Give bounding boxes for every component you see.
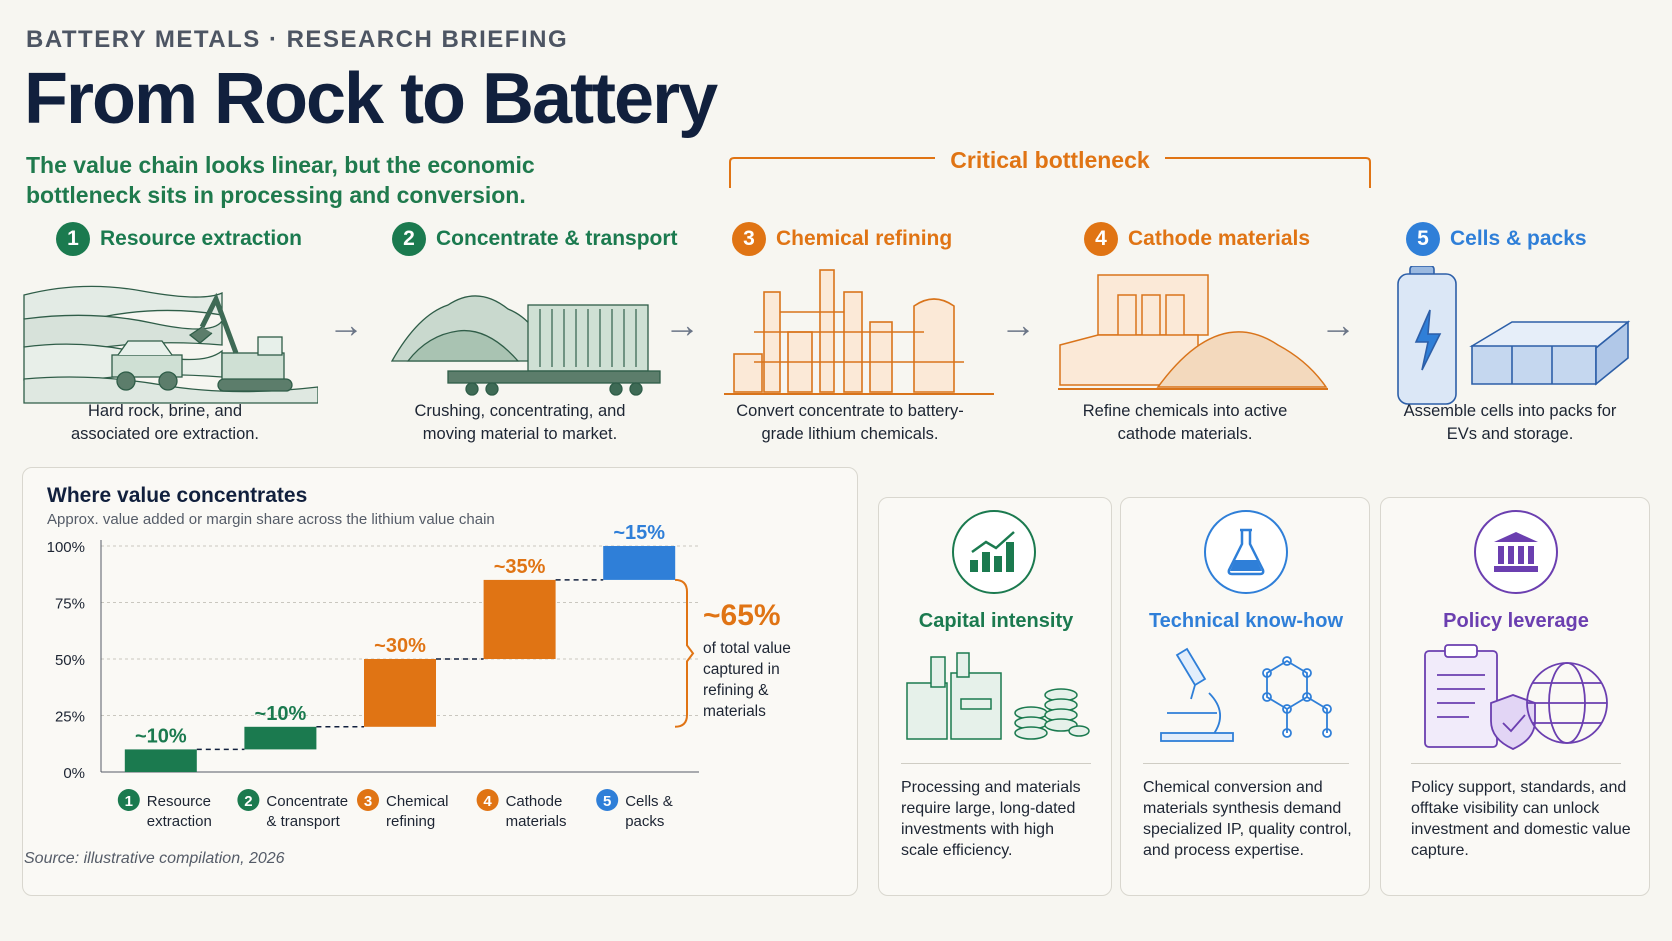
annotation-value: ~65%	[703, 599, 781, 632]
y-tick-label: 100%	[47, 539, 85, 556]
bar	[124, 749, 197, 772]
bar	[483, 579, 556, 659]
waterfall-chart: 0% 25% 50% 75% 100% ~10% 1 Resource extraction ~1…	[47, 522, 791, 830]
category-number: 1	[125, 793, 133, 810]
stage-3-number: 3	[732, 222, 766, 256]
divider	[901, 763, 1091, 764]
arrow-right-icon: →	[1000, 304, 1036, 345]
y-tick-label: 0%	[63, 765, 85, 782]
stage-2-heading: 2 Concentrate & transport	[392, 222, 678, 256]
chart-panel: Where value concentrates Approx. value a…	[22, 467, 858, 896]
page-title: From Rock to Battery	[24, 59, 718, 139]
annotation-bracket	[674, 578, 695, 728]
category-number-badge	[117, 789, 140, 811]
ore-container-icon	[390, 295, 661, 396]
bar	[364, 659, 436, 727]
stage-1-title: Resource extraction	[100, 227, 302, 250]
category-number-badge	[357, 789, 379, 811]
card-capital-intensity: Capital intensity Processing and materia…	[878, 497, 1112, 896]
category-number-badge	[596, 789, 619, 811]
stage-1-description: Hard rock, brine, and associated ore ext…	[70, 402, 260, 443]
arrow-right-icon: →	[328, 304, 364, 345]
category-label: Cells &	[625, 793, 673, 810]
policy-shield-globe-icon	[1424, 644, 1608, 750]
stage-4-title: Cathode materials	[1128, 227, 1311, 250]
y-tick-label: 50%	[55, 652, 85, 669]
card-description: Processing and materials require large, …	[901, 779, 1081, 859]
y-tick-label: 75%	[55, 596, 85, 613]
category-label: refining	[386, 813, 435, 830]
stage-2-description: Crushing, concentrating, and moving mate…	[414, 402, 626, 443]
data-label: ~10%	[135, 725, 187, 747]
category-number: 4	[483, 793, 492, 810]
stage-3-title: Chemical refining	[776, 227, 953, 250]
stage-5-description: Assemble cells into packs for EVs and st…	[1403, 402, 1617, 443]
card-description: Policy support, standards, and offtake v…	[1411, 779, 1631, 859]
chart-title: Where value concentrates	[47, 484, 308, 507]
y-tick-label: 25%	[55, 709, 85, 726]
stage-4-number: 4	[1084, 222, 1118, 256]
category-label: Chemical	[386, 793, 449, 810]
arrow-right-icon: →	[1320, 304, 1356, 345]
factory-coins-icon	[906, 652, 1090, 740]
excavator-mine-icon	[23, 285, 318, 404]
source-note: Source: illustrative compilation, 2026	[24, 850, 285, 867]
chart-subtitle: Approx. value added or margin share acro…	[47, 511, 495, 528]
data-label: ~10%	[255, 703, 307, 725]
growth-chart-icon	[952, 510, 1036, 594]
stage-5-title: Cells & packs	[1450, 227, 1587, 250]
category-label: extraction	[147, 813, 212, 830]
cathode-plant-icon	[1058, 274, 1328, 390]
category-label: Cathode	[506, 793, 563, 810]
data-label: ~15%	[613, 522, 665, 544]
category-number: 3	[364, 793, 372, 810]
flask-icon	[1204, 510, 1288, 594]
card-technical-know-how: Technical know-how Chemical conversion a…	[1120, 497, 1370, 896]
annotation-text: of total value	[703, 640, 791, 657]
category-number: 5	[603, 793, 611, 810]
battery-pack-icon	[1397, 266, 1631, 405]
arrow-right-icon: →	[664, 304, 700, 345]
card-description: Chemical conversion and materials synthe…	[1143, 779, 1352, 859]
divider	[1411, 763, 1621, 764]
category-label: & transport	[266, 813, 340, 830]
data-label: ~30%	[374, 635, 426, 657]
card-title: Policy leverage	[1443, 610, 1589, 632]
annotation-text: materials	[703, 703, 766, 720]
stage-2-title: Concentrate & transport	[436, 227, 678, 250]
card-title: Capital intensity	[918, 610, 1074, 632]
category-label: materials	[506, 813, 567, 830]
stage-3-heading: 3 Chemical refining	[732, 222, 952, 256]
category-number: 2	[244, 793, 252, 810]
stage-1-number: 1	[56, 222, 90, 256]
category-label: packs	[625, 813, 664, 830]
stage-4-heading: 4 Cathode materials	[1084, 222, 1310, 256]
category-label: Concentrate	[266, 793, 348, 810]
category-number-badge	[476, 789, 499, 811]
category-number-badge	[237, 789, 260, 811]
bottleneck-bracket	[729, 157, 1371, 188]
microscope-molecule-icon	[1160, 647, 1332, 742]
data-label: ~35%	[494, 556, 546, 578]
card-policy-leverage: Policy leverage Policy support, standard…	[1380, 497, 1650, 896]
bar	[244, 726, 317, 750]
divider	[1143, 763, 1349, 764]
bottleneck-label: Critical bottleneck	[950, 147, 1150, 173]
stage-5-number: 5	[1406, 222, 1440, 256]
stage-4-description: Refine chemicals into active cathode mat…	[1082, 402, 1288, 443]
annotation-text: captured in	[703, 661, 780, 678]
stage-2-number: 2	[392, 222, 426, 256]
stage-1-heading: 1 Resource extraction	[56, 222, 302, 256]
stage-3-description: Convert concentrate to battery-grade lit…	[736, 402, 964, 443]
card-title: Technical know-how	[1148, 610, 1344, 632]
page-subtitle: The value chain looks linear, but the ec…	[26, 152, 535, 208]
government-building-icon	[1474, 510, 1558, 594]
annotation-text: refining &	[703, 682, 769, 699]
stage-5-heading: 5 Cells & packs	[1406, 222, 1587, 256]
category-label: Resource	[147, 793, 211, 810]
refinery-icon	[724, 269, 994, 395]
kicker: BATTERY METALS · RESEARCH BRIEFING	[26, 26, 569, 53]
bar	[603, 546, 676, 580]
